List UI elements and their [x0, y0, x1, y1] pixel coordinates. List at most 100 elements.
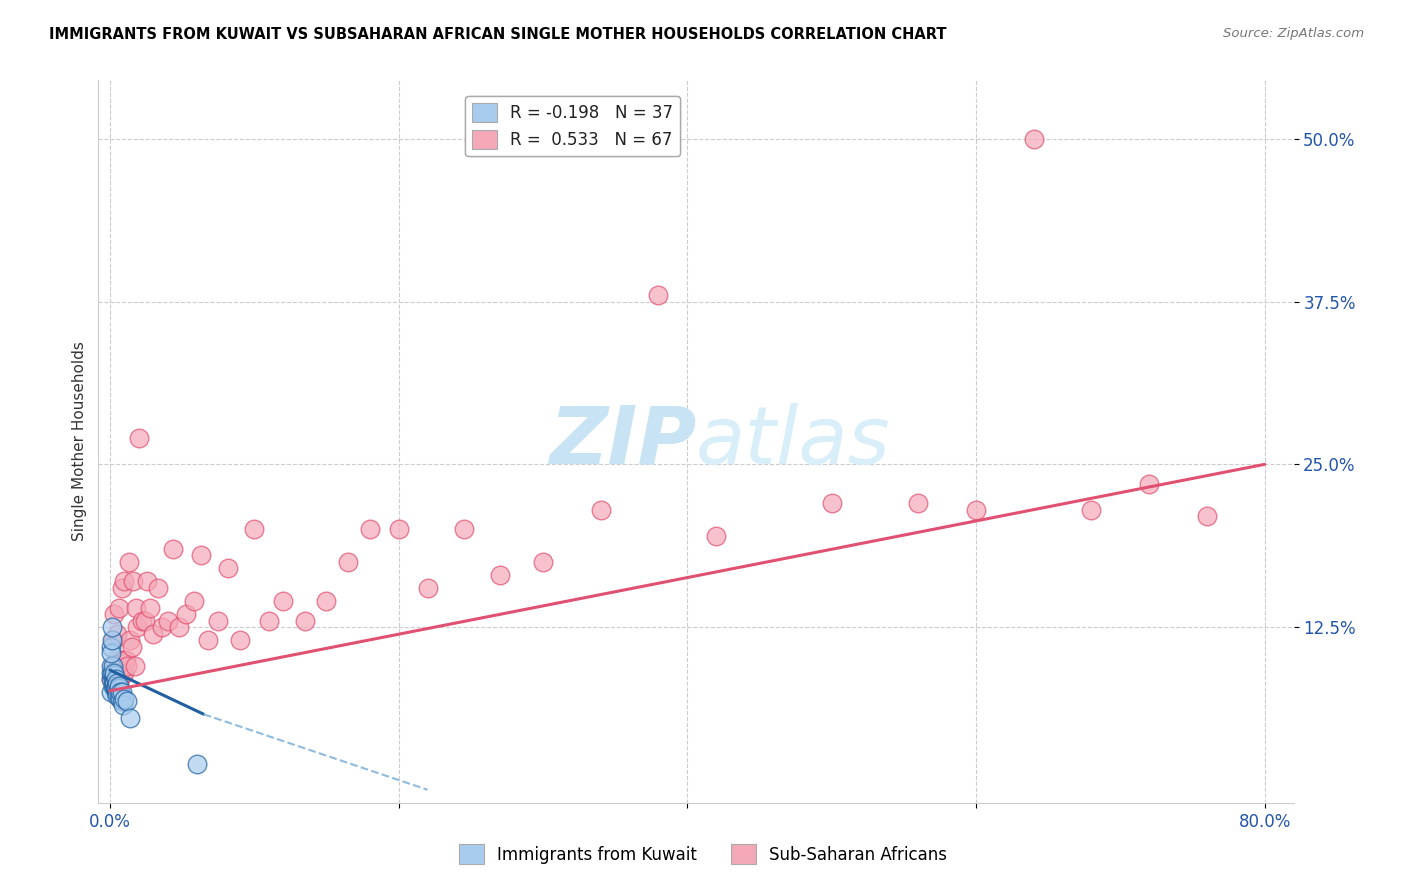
Y-axis label: Single Mother Households: Single Mother Households: [72, 342, 87, 541]
Text: ZIP: ZIP: [548, 402, 696, 481]
Point: [128, 431, 150, 445]
Point: [217, 561, 239, 575]
Point: [104, 672, 127, 686]
Point: [388, 523, 411, 537]
Point: [110, 685, 132, 699]
Point: [108, 691, 131, 706]
Point: [120, 711, 142, 725]
Point: [100, 685, 122, 699]
Point: [103, 676, 125, 690]
Point: [103, 679, 125, 693]
Point: [820, 496, 842, 510]
Point: [127, 620, 149, 634]
Point: [122, 574, 145, 589]
Point: [131, 614, 153, 628]
Point: [104, 672, 127, 686]
Point: [107, 668, 129, 682]
Legend: R = -0.198   N = 37, R =  0.533   N = 67: R = -0.198 N = 37, R = 0.533 N = 67: [465, 95, 681, 156]
Point: [167, 620, 190, 634]
Point: [108, 685, 131, 699]
Point: [111, 698, 134, 713]
Point: [176, 607, 198, 621]
Point: [146, 581, 169, 595]
Point: [100, 633, 122, 648]
Point: [101, 659, 124, 673]
Point: [107, 689, 129, 703]
Point: [337, 555, 360, 569]
Point: [101, 620, 124, 634]
Point: [1022, 132, 1045, 146]
Point: [125, 600, 148, 615]
Point: [112, 691, 135, 706]
Point: [1195, 509, 1218, 524]
Point: [110, 581, 132, 595]
Point: [101, 679, 124, 693]
Point: [134, 614, 156, 628]
Point: [229, 633, 252, 648]
Point: [315, 594, 337, 608]
Point: [111, 652, 134, 666]
Point: [150, 620, 173, 634]
Point: [107, 600, 129, 615]
Point: [197, 633, 219, 648]
Point: [103, 672, 125, 686]
Point: [453, 523, 475, 537]
Point: [704, 529, 727, 543]
Point: [115, 652, 138, 666]
Point: [243, 523, 266, 537]
Text: Source: ZipAtlas.com: Source: ZipAtlas.com: [1223, 27, 1364, 40]
Point: [647, 288, 669, 302]
Point: [108, 672, 131, 686]
Point: [112, 665, 135, 680]
Point: [294, 614, 316, 628]
Point: [190, 549, 212, 563]
Point: [1137, 476, 1160, 491]
Point: [117, 694, 139, 708]
Point: [104, 685, 127, 699]
Point: [120, 633, 142, 648]
Point: [186, 756, 208, 771]
Point: [101, 665, 124, 680]
Point: [105, 681, 128, 696]
Text: atlas: atlas: [696, 402, 891, 481]
Point: [117, 659, 139, 673]
Point: [107, 679, 129, 693]
Point: [162, 541, 184, 556]
Point: [105, 626, 128, 640]
Point: [101, 633, 124, 648]
Point: [107, 681, 129, 696]
Point: [531, 555, 554, 569]
Point: [105, 665, 128, 680]
Point: [589, 503, 612, 517]
Point: [100, 672, 122, 686]
Point: [105, 685, 128, 699]
Point: [965, 503, 987, 517]
Point: [100, 659, 122, 673]
Point: [121, 640, 143, 654]
Legend: Immigrants from Kuwait, Sub-Saharan Africans: Immigrants from Kuwait, Sub-Saharan Afri…: [453, 838, 953, 871]
Point: [136, 574, 159, 589]
Point: [156, 614, 179, 628]
Point: [100, 646, 122, 660]
Point: [359, 523, 381, 537]
Point: [110, 694, 132, 708]
Point: [105, 689, 128, 703]
Point: [183, 594, 205, 608]
Point: [103, 668, 125, 682]
Point: [1080, 503, 1102, 517]
Point: [101, 659, 124, 673]
Point: [108, 652, 131, 666]
Point: [207, 614, 229, 628]
Point: [139, 600, 162, 615]
Point: [100, 665, 122, 680]
Point: [104, 681, 127, 696]
Text: IMMIGRANTS FROM KUWAIT VS SUBSAHARAN AFRICAN SINGLE MOTHER HOUSEHOLDS CORRELATIO: IMMIGRANTS FROM KUWAIT VS SUBSAHARAN AFR…: [49, 27, 946, 42]
Point: [100, 672, 122, 686]
Point: [103, 607, 125, 621]
Point: [118, 555, 141, 569]
Point: [907, 496, 929, 510]
Point: [100, 640, 122, 654]
Point: [110, 668, 132, 682]
Point: [104, 652, 127, 666]
Point: [488, 568, 510, 582]
